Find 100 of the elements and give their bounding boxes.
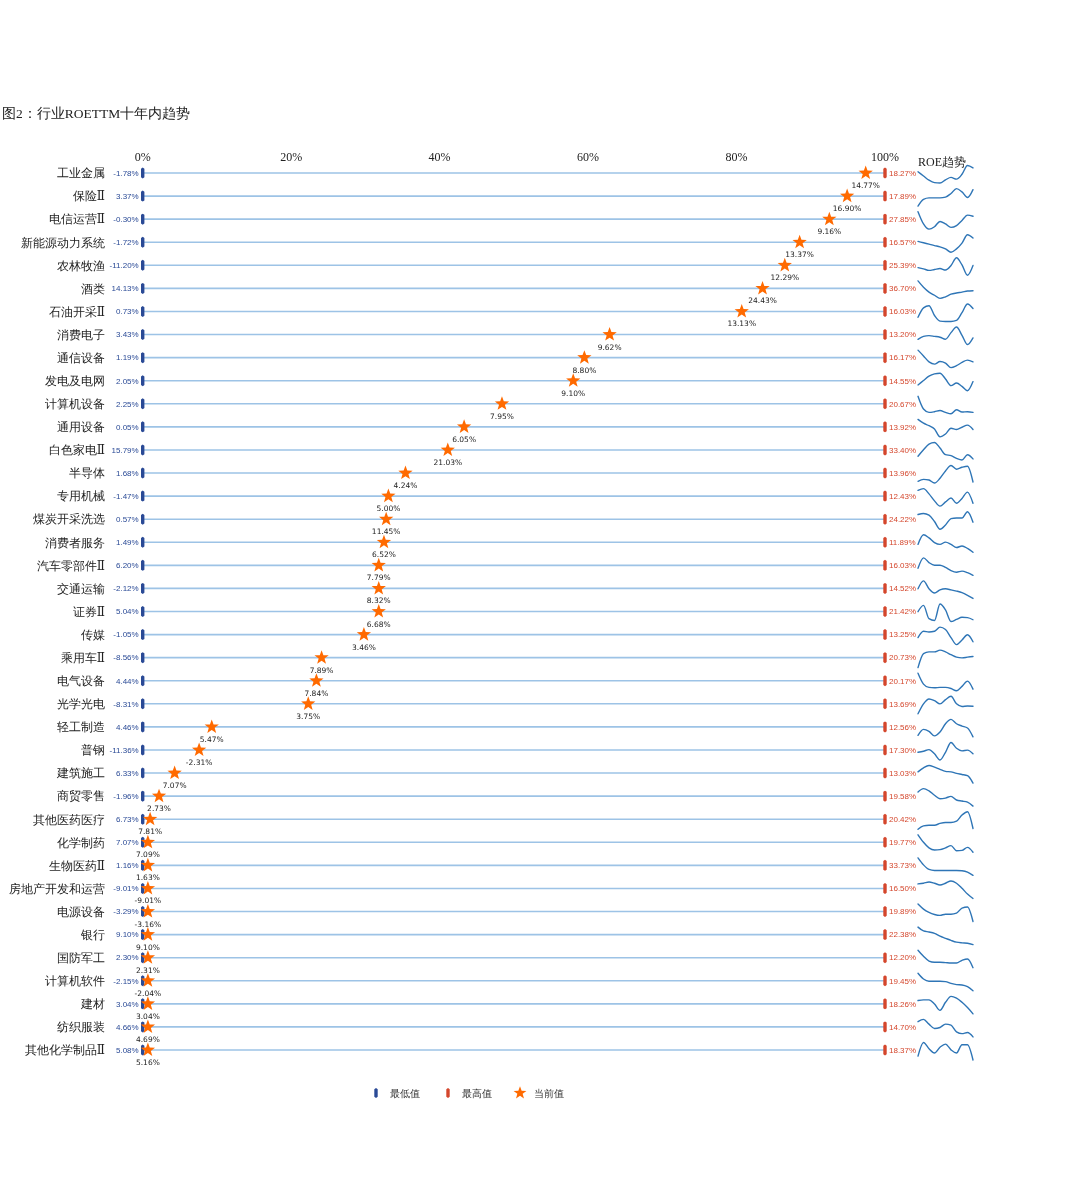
annotation: 20.42% — [889, 815, 917, 825]
y-tick-label: 纺织服装 — [57, 1020, 105, 1035]
y-tick-label: 电信运营Ⅱ — [48, 212, 105, 227]
annotation: 16.03% — [889, 307, 917, 317]
y-tick-label: 农林牧渔 — [57, 258, 105, 273]
annotation: 13.03% — [889, 768, 917, 778]
point — [140, 1042, 156, 1057]
point — [602, 327, 617, 341]
point — [456, 419, 472, 433]
annotation: 7.07% — [116, 838, 139, 848]
y-tick-label: 化学制药 — [57, 835, 105, 850]
annotation: 24.22% — [889, 514, 917, 524]
point — [356, 627, 372, 641]
y-tick-label: 生物医药Ⅱ — [48, 858, 105, 873]
annotation: 17.30% — [889, 745, 917, 755]
point — [371, 557, 386, 572]
annotation: -1.72% — [113, 238, 139, 248]
annotation: 36.70% — [889, 284, 917, 294]
y-tick-label: 煤炭开采洗选 — [33, 512, 105, 527]
annotation: 19.77% — [889, 838, 917, 848]
y-tick-label: 酒类 — [81, 281, 105, 296]
y-tick-label: 房地产开发和运营 — [9, 881, 105, 896]
point — [309, 673, 324, 687]
x-tick-label: 0% — [134, 150, 151, 164]
annotation: 18.37% — [889, 1045, 917, 1055]
y-tick-label: 其他医药医疗 — [33, 812, 105, 827]
annotation: -11.36% — [109, 745, 139, 755]
point — [140, 927, 156, 941]
y-tick-label: 发电及电网 — [45, 374, 105, 389]
y-tick-label: 汽车零部件Ⅱ — [36, 558, 105, 573]
y-tick-label: 建筑施工 — [56, 766, 105, 781]
annotation: 0.57% — [116, 514, 139, 524]
point — [777, 257, 792, 272]
annotation: 3.04% — [116, 999, 139, 1009]
chart-title: 图2：行业ROETTM十年内趋势 — [2, 106, 191, 121]
annotation: 21.42% — [889, 607, 917, 617]
annotation: 20.73% — [889, 653, 917, 663]
annotation: 16.57% — [889, 238, 917, 248]
annotation: -1.96% — [113, 791, 139, 801]
y-tick-label: 电源设备 — [57, 904, 105, 919]
annotation: 22.38% — [889, 930, 917, 940]
annotation: 18.26% — [889, 999, 917, 1009]
y-tick-label: 国防军工 — [57, 950, 105, 965]
annotation: -11.20% — [109, 261, 139, 271]
point — [440, 442, 455, 457]
point — [577, 350, 592, 364]
annotation: 3.37% — [116, 191, 139, 201]
point — [371, 604, 386, 618]
point — [140, 973, 156, 987]
annotation: 4.44% — [116, 676, 139, 686]
y-tick-label: 保险Ⅱ — [72, 189, 105, 204]
point — [381, 488, 396, 503]
point — [204, 719, 219, 733]
annotation: 14.52% — [889, 584, 917, 594]
annotation: 6.20% — [116, 561, 139, 571]
y-tick-label: 商贸零售 — [57, 789, 105, 804]
point — [140, 996, 156, 1010]
legend-label: 最低值 — [390, 1087, 420, 1099]
annotation: 16.03% — [889, 561, 917, 571]
annotation: 1.16% — [116, 861, 139, 871]
y-tick-label: 轻工制造 — [57, 720, 105, 735]
point — [792, 234, 807, 249]
annotation: 14.13% — [111, 284, 139, 294]
annotation: 2.05% — [116, 376, 139, 386]
annotation: 13.96% — [889, 468, 917, 478]
point — [191, 742, 207, 757]
annotation: -8.31% — [113, 699, 139, 709]
annotation: 12.20% — [889, 953, 917, 963]
annotation: 16.50% — [889, 884, 917, 894]
y-tick-label: 计算机软件 — [45, 974, 105, 989]
y-tick-label: 传媒 — [81, 627, 105, 642]
annotation: -8.56% — [113, 653, 139, 663]
annotation: 12.56% — [889, 722, 917, 732]
y-tick-label: 电气设备 — [57, 674, 105, 689]
annotation: 1.68% — [116, 468, 139, 478]
annotation: 16.17% — [889, 353, 917, 363]
annotation: 2.25% — [116, 399, 139, 409]
y-tick-label: 乘用车Ⅱ — [60, 650, 105, 665]
annotation: 33.40% — [889, 445, 917, 455]
point — [376, 534, 392, 549]
annotation: 19.45% — [889, 976, 917, 986]
annotation: -2.15% — [113, 976, 139, 986]
annotation: 6.73% — [116, 815, 139, 825]
annotation: 11.89% — [889, 538, 916, 548]
y-tick-label: 光学光电 — [57, 697, 105, 712]
point — [379, 511, 394, 526]
point — [734, 303, 749, 318]
legend-label: 最高值 — [462, 1087, 492, 1099]
y-tick-label: 银行 — [80, 927, 105, 942]
y-tick-label: 其他化学制品Ⅱ — [24, 1043, 105, 1058]
point — [314, 650, 329, 664]
annotation: 12.43% — [889, 491, 917, 501]
point — [822, 211, 837, 226]
y-tick-label: 白色家电Ⅱ — [48, 443, 105, 458]
annotation: 33.73% — [889, 861, 917, 871]
annotation: 14.70% — [889, 1022, 917, 1032]
y-tick-label: 建材 — [80, 997, 105, 1012]
point — [858, 165, 873, 180]
x-tick-label: 80% — [725, 150, 748, 164]
x-tick-label: 20% — [280, 150, 303, 164]
